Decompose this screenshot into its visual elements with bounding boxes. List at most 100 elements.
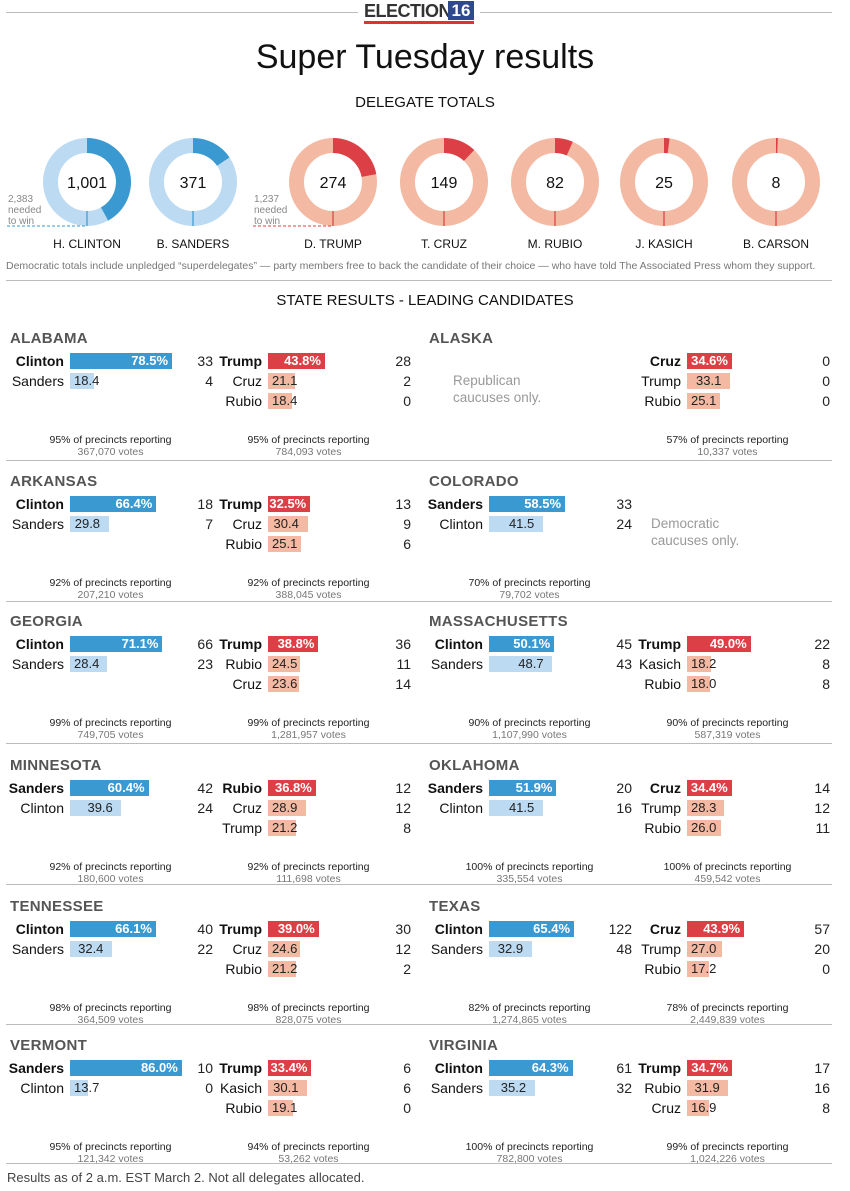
- vote-bar: [489, 1080, 535, 1096]
- candidate-row: Clinton 71.1% 66: [8, 635, 213, 653]
- footer-note: Results as of 2 a.m. EST March 2. Not al…: [7, 1170, 365, 1185]
- delegate-count: 40: [197, 921, 213, 937]
- precincts-text: 82% of precincts reporting: [468, 1002, 591, 1014]
- vote-total: 121,342 votes: [77, 1153, 144, 1165]
- dem-results: Clinton 66.1% 40 Sanders 32.4 22 98% of precin…: [8, 920, 213, 1026]
- vote-percent: 16.9: [691, 1100, 717, 1115]
- vote-bar: [268, 353, 325, 369]
- candidate-name: Cruz: [649, 921, 681, 937]
- precincts-text: 99% of precincts reporting: [666, 1141, 789, 1153]
- rep-results: Trump 38.8% 36 Rubio 24.5 11 Cruz 23.6 14 99% of …: [206, 635, 411, 741]
- state-alabama: ALABAMA Clinton 78.5% 33 Sanders 18.4 4 95% of …: [8, 330, 418, 458]
- vote-bar: [268, 941, 300, 957]
- vote-bar: [687, 636, 751, 652]
- vote-percent: 39.0%: [277, 921, 315, 936]
- precincts-text: 98% of precincts reporting: [247, 1002, 370, 1014]
- vote-bar: [687, 961, 710, 977]
- vote-bar: [489, 800, 543, 816]
- vote-bar: [687, 921, 745, 937]
- candidate-row: Sanders 32.9 48: [427, 940, 632, 958]
- vote-percent: 65.4%: [533, 921, 571, 936]
- state-name: TEXAS: [429, 898, 481, 915]
- state-name: ALASKA: [429, 330, 494, 347]
- precincts-reporting: 100% of precincts reporting 459,542 votes: [625, 861, 830, 885]
- candidate-row: Clinton 41.5 24: [427, 515, 632, 533]
- precincts-text: 90% of precincts reporting: [468, 717, 591, 729]
- candidate-row: Clinton 41.5 16: [427, 799, 632, 817]
- candidate-name: Clinton: [434, 921, 483, 937]
- election-logo: ELECTION 16: [364, 0, 474, 24]
- donut-arc: [555, 138, 573, 156]
- dem-results: Clinton 50.1% 45 Sanders 48.7 43 90% of precin…: [427, 635, 632, 741]
- vote-percent: 43.9%: [703, 921, 741, 936]
- donut-value: 82: [546, 175, 564, 192]
- candidate-name: Clinton: [434, 1060, 483, 1076]
- vote-percent: 19.1: [272, 1100, 298, 1115]
- vote-percent: 41.5: [508, 516, 535, 531]
- rep-results: Cruz 34.4% 14 Trump 28.3 12 Rubio 26.0 11 100% of…: [625, 779, 830, 885]
- candidate-row: Trump 43.8% 28: [206, 352, 411, 370]
- donut-value: 8: [772, 175, 781, 192]
- candidate-row: Kasich 30.1 6: [206, 1079, 411, 1097]
- vote-bar: [489, 496, 566, 512]
- precincts-text: 95% of precincts reporting: [49, 434, 172, 446]
- vote-bar: [268, 656, 300, 672]
- precincts-reporting: 99% of precincts reporting 749,705 votes: [8, 717, 213, 741]
- candidate-row: Kasich 18.2 8: [625, 655, 830, 673]
- precincts-text: 99% of precincts reporting: [49, 717, 172, 729]
- delegate-count: 66: [197, 636, 213, 652]
- vote-percent: 34.6%: [691, 353, 728, 368]
- vote-percent: 24.5: [272, 656, 298, 671]
- candidate-name: Sanders: [11, 941, 64, 957]
- rep-results: Cruz 34.6% 0 Trump 33.1 0 Rubio 25.1 0 57% of pre…: [625, 352, 830, 458]
- precincts-reporting: 78% of precincts reporting 2,449,839 vote…: [625, 1002, 830, 1026]
- state-vermont: VERMONT Sanders 86.0% 10 Clinton 13.7 0 95% of …: [8, 1037, 418, 1165]
- vote-bar: [70, 516, 109, 532]
- rep-results: Cruz 43.9% 57 Trump 27.0 20 Rubio 17.2 0 78% of p…: [625, 920, 830, 1026]
- delegate-count: 33: [616, 496, 632, 512]
- candidate-name: Cruz: [651, 1100, 681, 1116]
- delegate-count: 42: [197, 780, 213, 796]
- vote-percent: 33.1: [696, 373, 722, 388]
- candidate-name: Clinton: [434, 636, 483, 652]
- candidate-name: Cruz: [232, 373, 262, 389]
- candidate-row: Rubio 21.2 2: [206, 960, 411, 978]
- vote-bar: [268, 393, 292, 409]
- vote-total: 180,600 votes: [77, 873, 144, 885]
- candidate-row: Cruz 34.4% 14: [625, 779, 830, 797]
- vote-percent: 28.9: [272, 800, 298, 815]
- state-name: ALABAMA: [10, 330, 88, 347]
- state-name: COLORADO: [429, 473, 519, 490]
- donut-value: 274: [320, 175, 347, 192]
- precincts-text: 99% of precincts reporting: [247, 717, 370, 729]
- precincts-reporting: 94% of precincts reporting 53,262 votes: [206, 1141, 411, 1165]
- vote-percent: 23.6: [272, 676, 298, 691]
- vote-total: 2,449,839 votes: [690, 1014, 765, 1026]
- candidate-name: Rubio: [225, 656, 262, 672]
- vote-bar: [268, 961, 296, 977]
- vote-bar: [268, 536, 301, 552]
- candidate-row: Cruz 28.9 12: [206, 799, 411, 817]
- dem-results: Sanders 58.5% 33 Clinton 41.5 24 70% of precin…: [427, 495, 632, 601]
- vote-bar: [489, 636, 555, 652]
- candidate-name: Trump: [222, 820, 262, 836]
- state-virginia: VIRGINIA Clinton 64.3% 61 Sanders 35.2 32 100% …: [427, 1037, 837, 1165]
- vote-percent: 26.0: [691, 820, 717, 835]
- delegate-count: 17: [814, 1060, 830, 1076]
- logo-number: 16: [448, 1, 474, 20]
- candidate-name: Cruz: [649, 353, 681, 369]
- candidate-name: Clinton: [20, 1080, 64, 1096]
- state-texas: TEXAS Clinton 65.4% 122 Sanders 32.9 48 82% of …: [427, 898, 837, 1026]
- precincts-reporting: 90% of precincts reporting 587,319 votes: [625, 717, 830, 741]
- candidate-name: Trump: [219, 496, 262, 512]
- vote-percent: 21.1: [272, 373, 298, 388]
- vote-bar: [489, 780, 557, 796]
- delegate-count: 0: [822, 961, 830, 977]
- candidate-name: Sanders: [11, 656, 64, 672]
- candidate-name: Sanders: [430, 941, 483, 957]
- vote-bar: [268, 1060, 312, 1076]
- state-name: ARKANSAS: [10, 473, 98, 490]
- candidate-row: Clinton 64.3% 61: [427, 1059, 632, 1077]
- vote-bar: [687, 656, 711, 672]
